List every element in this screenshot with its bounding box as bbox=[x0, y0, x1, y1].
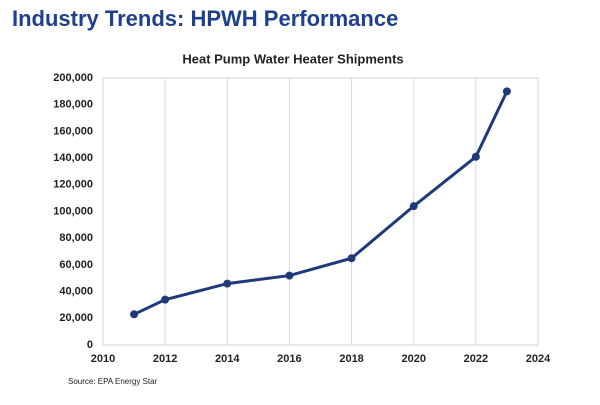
point bbox=[161, 295, 170, 304]
point bbox=[223, 279, 232, 288]
x-tick-label: 2022 bbox=[464, 353, 488, 365]
y-tick-label: 100,000 bbox=[53, 205, 93, 217]
point bbox=[347, 254, 356, 263]
y-tick-label: 0 bbox=[87, 339, 93, 351]
point bbox=[502, 87, 511, 96]
x-tick-label: 2012 bbox=[153, 353, 177, 365]
slide-title: Industry Trends: HPWH Performance bbox=[12, 6, 398, 31]
y-tick-label: 140,000 bbox=[53, 152, 93, 164]
y-tick-label: 120,000 bbox=[53, 179, 93, 191]
x-tick-label: 2020 bbox=[401, 353, 425, 365]
y-tick-label: 180,000 bbox=[53, 99, 93, 111]
y-tick-label: 80,000 bbox=[59, 232, 93, 244]
point bbox=[285, 271, 294, 280]
point bbox=[130, 310, 139, 319]
y-tick-label: 200,000 bbox=[53, 72, 93, 84]
x-tick-label: 2018 bbox=[339, 353, 363, 365]
x-tick-label: 2010 bbox=[91, 353, 115, 365]
line bbox=[133, 90, 509, 316]
source-note: Source: EPA Energy Star bbox=[68, 377, 158, 386]
plot-area bbox=[102, 77, 539, 346]
y-tick-label: 20,000 bbox=[59, 312, 93, 324]
x-tick-label: 2016 bbox=[277, 353, 301, 365]
y-tick-label: 60,000 bbox=[59, 259, 93, 271]
point bbox=[409, 202, 418, 211]
y-tick-label: 40,000 bbox=[59, 286, 93, 298]
point bbox=[471, 152, 480, 161]
chart-title: Heat Pump Water Heater Shipments bbox=[182, 51, 403, 66]
x-tick-label: 2024 bbox=[526, 353, 551, 365]
x-tick-label: 2014 bbox=[215, 353, 240, 365]
y-tick-label: 160,000 bbox=[53, 125, 93, 137]
